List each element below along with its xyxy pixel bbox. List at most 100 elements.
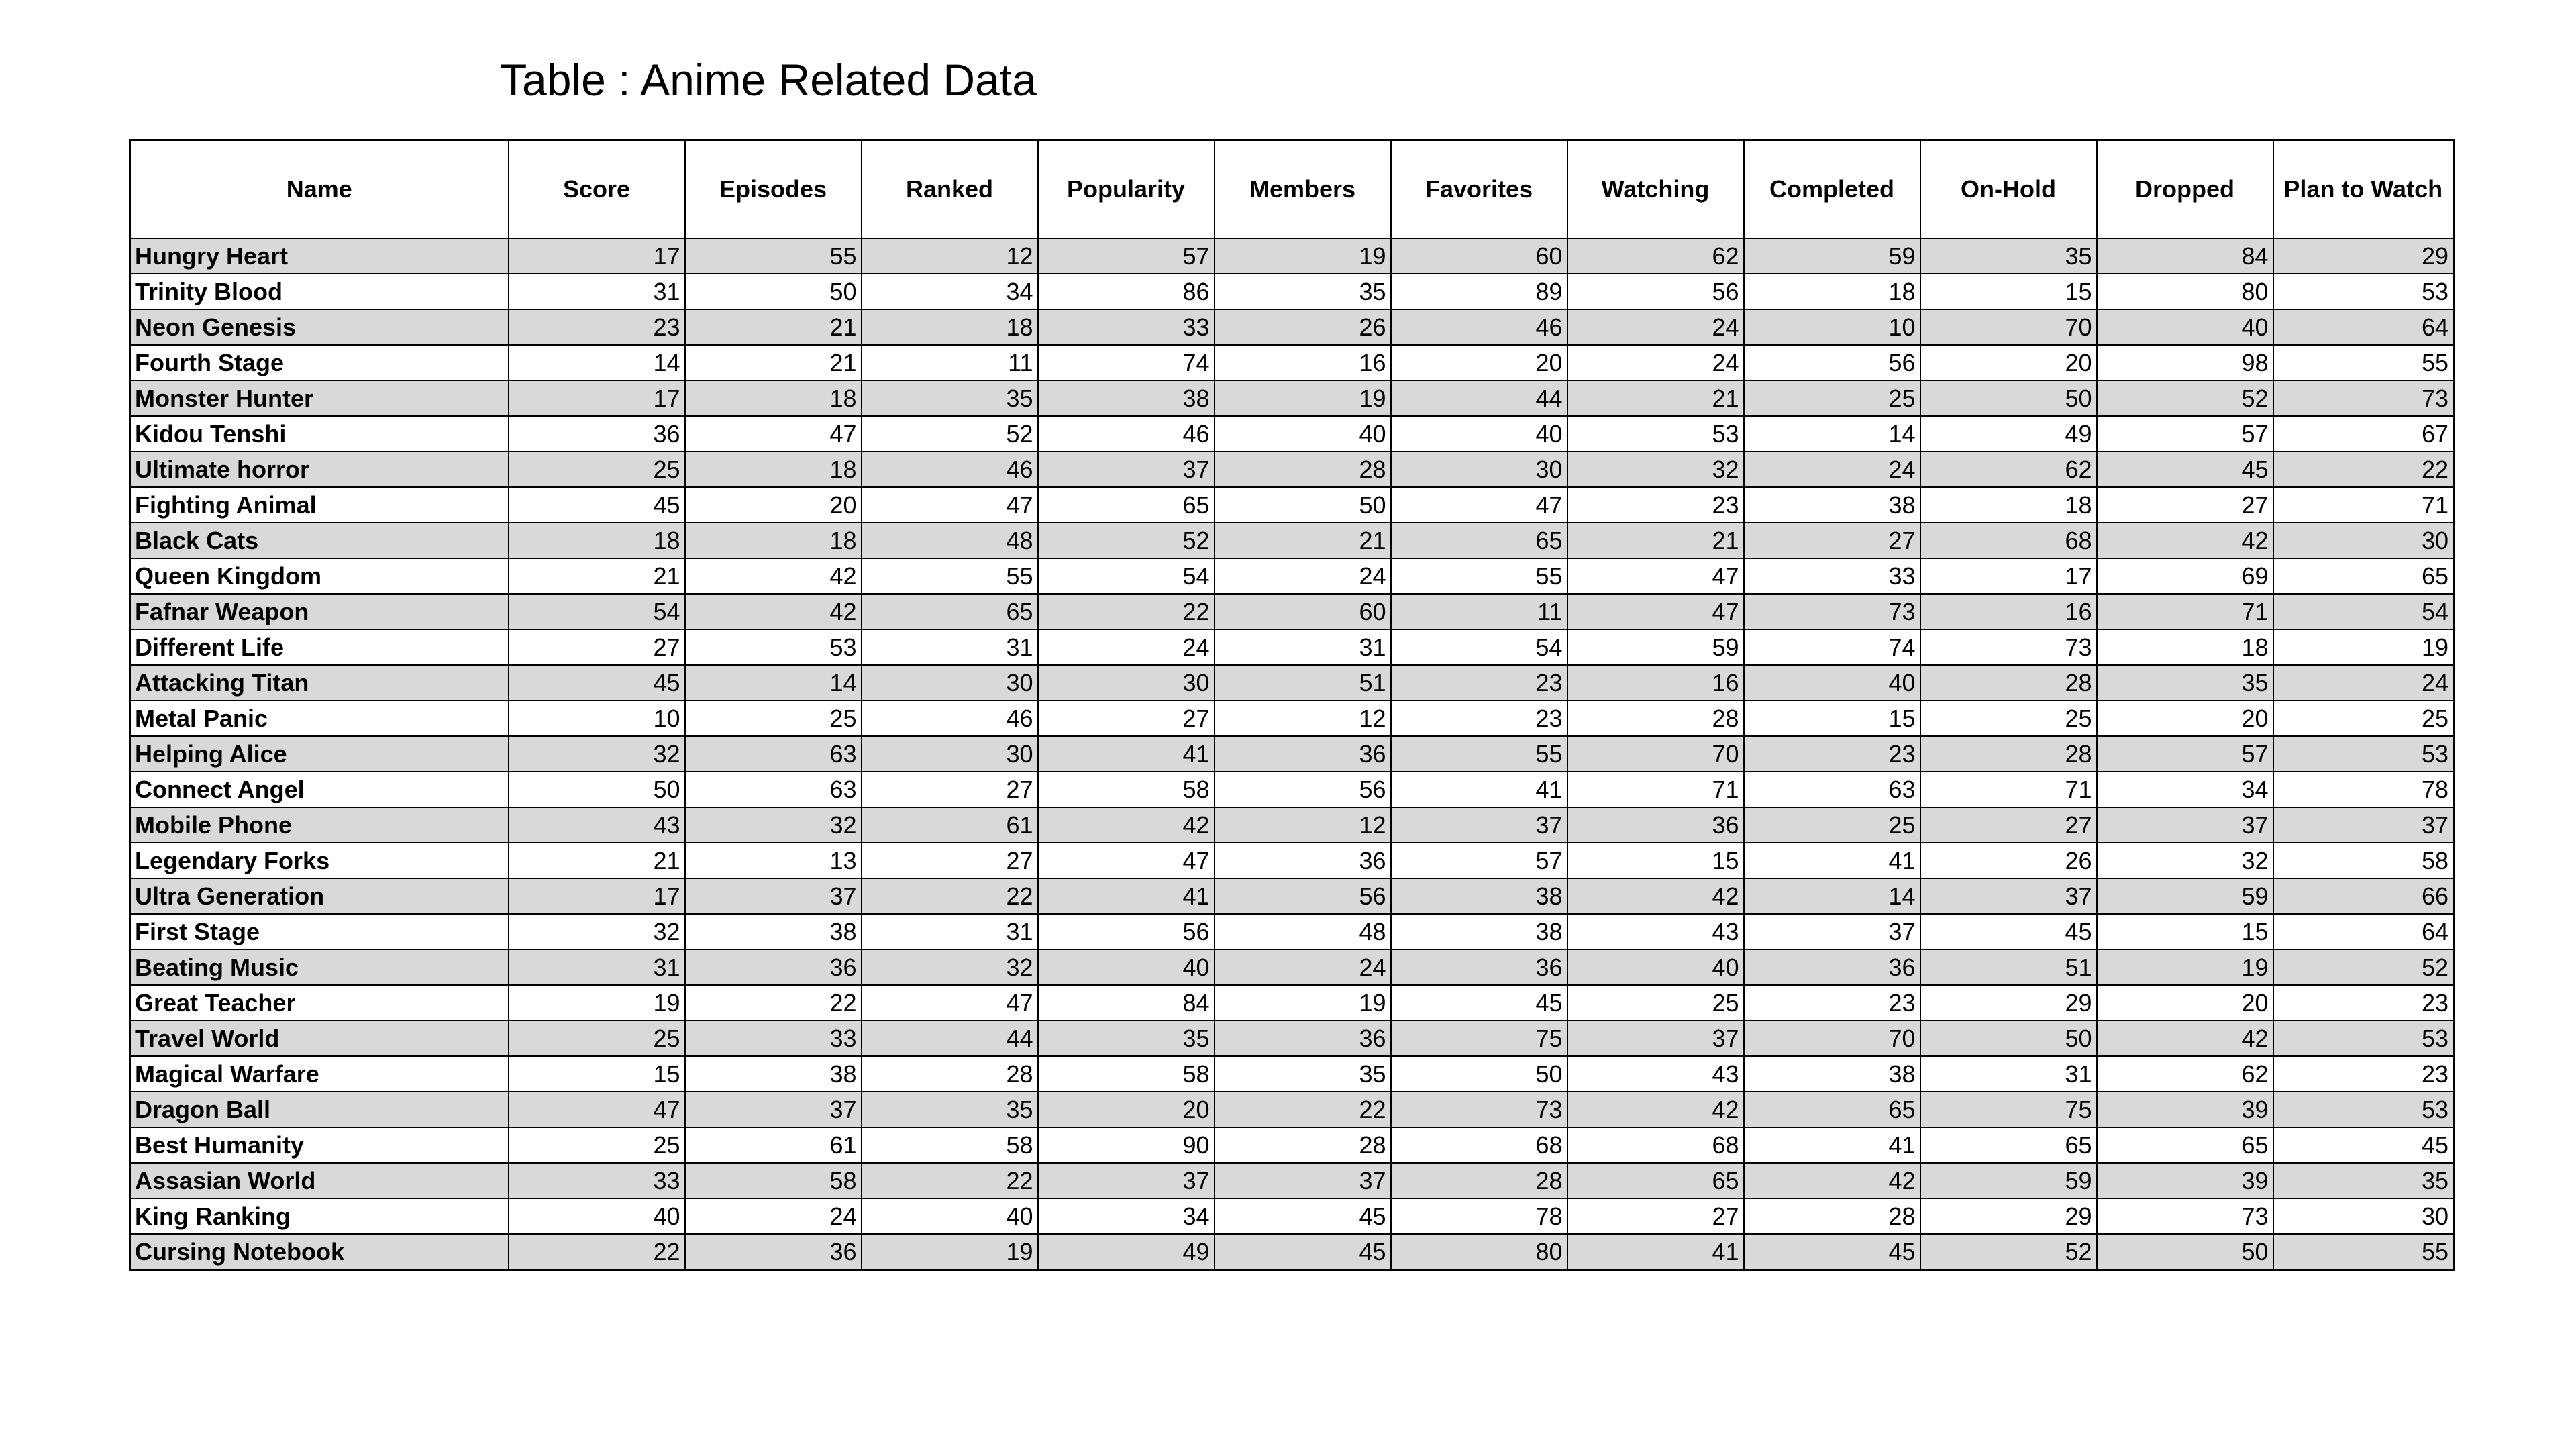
row-value-cell: 18 xyxy=(1919,486,2098,523)
row-name-cell: Neon Genesis xyxy=(129,309,509,346)
header-plan-to-watch: Plan to Watch xyxy=(2272,139,2455,239)
row-value-cell: 65 xyxy=(1566,1162,1745,1199)
row-value-cell: 36 xyxy=(1213,1020,1392,1057)
row-value-cell: 48 xyxy=(1213,913,1392,950)
row-value-cell: 14 xyxy=(684,664,862,701)
row-value-cell: 36 xyxy=(1743,949,1921,986)
row-value-cell: 31 xyxy=(507,949,686,986)
row-value-cell: 53 xyxy=(2272,1020,2455,1057)
header-popularity: Popularity xyxy=(1037,139,1215,239)
row-value-cell: 40 xyxy=(1390,415,1568,452)
row-value-cell: 18 xyxy=(1743,273,1921,310)
row-value-cell: 73 xyxy=(1919,629,2098,666)
row-value-cell: 17 xyxy=(507,380,686,417)
table-row: Legendary Forks 21 13 27 47 36 57 15 41 26 32 58 xyxy=(129,842,2455,879)
row-value-cell: 49 xyxy=(1037,1233,1215,1271)
row-value-cell: 21 xyxy=(1566,380,1745,417)
table-row: Fighting Animal 45 20 47 65 50 47 23 38 18 27 71 xyxy=(129,486,2455,523)
row-value-cell: 47 xyxy=(1566,593,1745,630)
row-value-cell: 23 xyxy=(1390,664,1568,701)
row-value-cell: 38 xyxy=(684,913,862,950)
row-value-cell: 43 xyxy=(1566,913,1745,950)
row-value-cell: 25 xyxy=(1743,807,1921,843)
row-value-cell: 25 xyxy=(507,451,686,488)
row-value-cell: 25 xyxy=(1566,984,1745,1021)
row-value-cell: 19 xyxy=(1213,984,1392,1021)
row-value-cell: 30 xyxy=(860,735,1039,772)
row-value-cell: 11 xyxy=(860,344,1039,381)
table-row: Great Teacher 19 22 47 84 19 45 25 23 29 20 23 xyxy=(129,984,2455,1021)
row-value-cell: 59 xyxy=(2096,878,2274,915)
row-value-cell: 73 xyxy=(1390,1091,1568,1128)
row-value-cell: 58 xyxy=(1037,1055,1215,1092)
row-value-cell: 18 xyxy=(684,380,862,417)
row-name-cell: Queen Kingdom xyxy=(129,558,509,595)
row-name-cell: Connect Angel xyxy=(129,771,509,808)
row-value-cell: 36 xyxy=(1213,842,1392,879)
row-value-cell: 68 xyxy=(1390,1127,1568,1164)
row-name-cell: Magical Warfare xyxy=(129,1055,509,1092)
row-value-cell: 41 xyxy=(1037,735,1215,772)
row-name-cell: Ultimate horror xyxy=(129,451,509,488)
row-value-cell: 34 xyxy=(2096,771,2274,808)
row-value-cell: 48 xyxy=(860,522,1039,559)
row-value-cell: 21 xyxy=(507,842,686,879)
row-value-cell: 50 xyxy=(507,771,686,808)
row-value-cell: 25 xyxy=(684,700,862,737)
row-value-cell: 62 xyxy=(2096,1055,2274,1092)
table-row: First Stage 32 38 31 56 48 38 43 37 45 15 64 xyxy=(129,913,2455,950)
row-value-cell: 24 xyxy=(684,1198,862,1235)
row-value-cell: 59 xyxy=(1919,1162,2098,1199)
row-value-cell: 37 xyxy=(1037,1162,1215,1199)
row-value-cell: 15 xyxy=(1743,700,1921,737)
row-value-cell: 44 xyxy=(860,1020,1039,1057)
row-value-cell: 73 xyxy=(2096,1198,2274,1235)
row-name-cell: Helping Alice xyxy=(129,735,509,772)
row-value-cell: 34 xyxy=(1037,1198,1215,1235)
row-value-cell: 12 xyxy=(1213,807,1392,843)
row-value-cell: 24 xyxy=(2272,664,2455,701)
row-value-cell: 60 xyxy=(1213,593,1392,630)
row-value-cell: 32 xyxy=(507,913,686,950)
row-value-cell: 63 xyxy=(1743,771,1921,808)
row-value-cell: 22 xyxy=(2272,451,2455,488)
row-value-cell: 28 xyxy=(1919,735,2098,772)
row-value-cell: 52 xyxy=(860,415,1039,452)
row-value-cell: 35 xyxy=(1919,238,2098,274)
row-value-cell: 51 xyxy=(1213,664,1392,701)
row-value-cell: 22 xyxy=(507,1233,686,1271)
row-value-cell: 55 xyxy=(1390,735,1568,772)
row-value-cell: 31 xyxy=(860,629,1039,666)
row-value-cell: 31 xyxy=(860,913,1039,950)
header-members: Members xyxy=(1213,139,1392,239)
row-value-cell: 65 xyxy=(1919,1127,2098,1164)
row-value-cell: 23 xyxy=(1743,984,1921,1021)
row-value-cell: 78 xyxy=(1390,1198,1568,1235)
header-ranked: Ranked xyxy=(860,139,1039,239)
row-value-cell: 60 xyxy=(1390,238,1568,274)
row-value-cell: 18 xyxy=(507,522,686,559)
row-name-cell: Trinity Blood xyxy=(129,273,509,310)
row-value-cell: 55 xyxy=(684,238,862,274)
row-value-cell: 42 xyxy=(1566,1091,1745,1128)
row-value-cell: 89 xyxy=(1390,273,1568,310)
row-name-cell: Black Cats xyxy=(129,522,509,559)
row-value-cell: 22 xyxy=(1037,593,1215,630)
row-value-cell: 47 xyxy=(684,415,862,452)
row-value-cell: 36 xyxy=(684,949,862,986)
row-value-cell: 20 xyxy=(1037,1091,1215,1128)
row-value-cell: 66 xyxy=(2272,878,2455,915)
table-row: Beating Music 31 36 32 40 24 36 40 36 51 19 52 xyxy=(129,949,2455,986)
row-value-cell: 29 xyxy=(2272,238,2455,274)
row-value-cell: 29 xyxy=(1919,984,2098,1021)
row-value-cell: 73 xyxy=(1743,593,1921,630)
row-value-cell: 14 xyxy=(1743,878,1921,915)
row-value-cell: 45 xyxy=(1390,984,1568,1021)
row-value-cell: 22 xyxy=(1213,1091,1392,1128)
row-value-cell: 40 xyxy=(2096,309,2274,346)
row-value-cell: 19 xyxy=(2096,949,2274,986)
row-value-cell: 41 xyxy=(1566,1233,1745,1271)
row-value-cell: 28 xyxy=(1919,664,2098,701)
row-value-cell: 17 xyxy=(507,878,686,915)
row-value-cell: 75 xyxy=(1919,1091,2098,1128)
